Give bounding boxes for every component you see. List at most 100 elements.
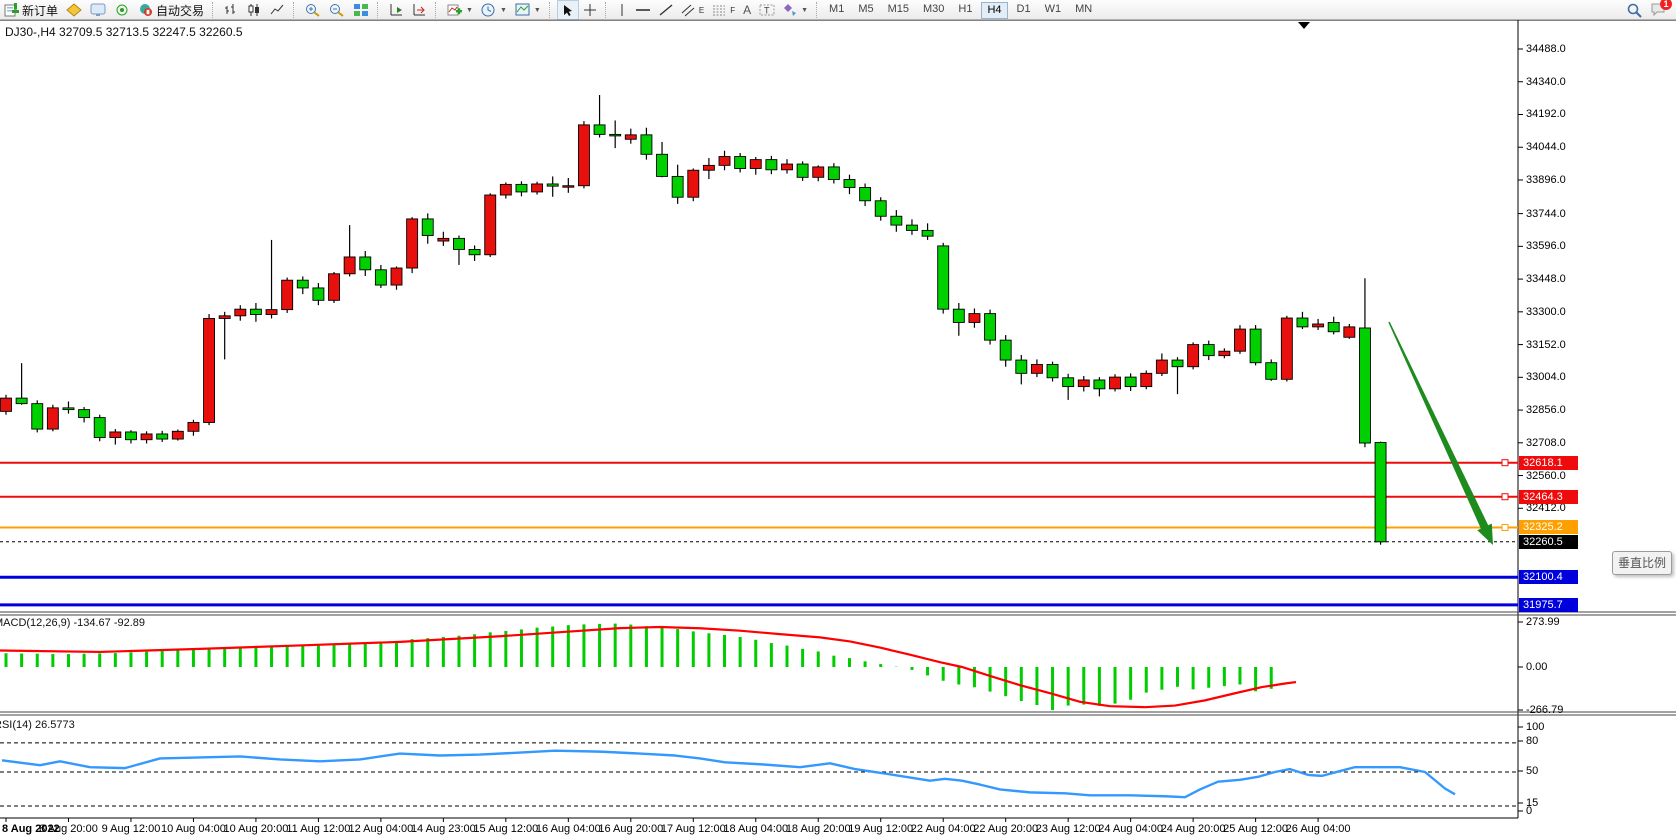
templates-button[interactable]: ▼ (511, 1, 545, 19)
candle-body[interactable] (1218, 350, 1231, 357)
candle-body[interactable] (1202, 344, 1215, 357)
auto-scroll-button[interactable] (385, 1, 408, 19)
candle-body[interactable] (499, 183, 512, 196)
candle-body[interactable] (1155, 359, 1168, 374)
candle-body[interactable] (734, 156, 747, 169)
candle-body[interactable] (1109, 376, 1121, 390)
notifications-button[interactable]: 1 (1650, 0, 1672, 19)
candle-body[interactable] (296, 279, 309, 289)
candle-body[interactable] (78, 409, 91, 419)
chart-shift-button[interactable] (408, 1, 431, 19)
candle-body[interactable] (1077, 379, 1090, 388)
timeframe-button-h4[interactable]: H4 (981, 1, 1008, 19)
candle-body[interactable] (218, 315, 231, 319)
candle-body[interactable] (93, 417, 106, 438)
candle-body[interactable] (671, 175, 684, 198)
search-icon[interactable] (1627, 3, 1642, 18)
vline-tool-button[interactable] (613, 1, 631, 19)
candle-body[interactable] (546, 183, 559, 187)
candle-body[interactable] (1062, 377, 1075, 388)
hline-tool-button[interactable] (631, 1, 655, 19)
candle-body[interactable] (390, 267, 403, 286)
tile-windows-button[interactable] (349, 1, 373, 19)
timeframe-button-m1[interactable]: M1 (829, 2, 845, 15)
candle-body[interactable] (15, 397, 28, 405)
candle-body[interactable] (1140, 372, 1153, 388)
candle-body[interactable] (171, 430, 184, 440)
shapes-tool-button[interactable]: ▼ (779, 1, 812, 19)
candlestick-chart-button[interactable] (243, 1, 266, 19)
timeframe-button-m30[interactable]: M30 (923, 2, 945, 15)
crosshair-tool-button[interactable] (579, 1, 601, 19)
candle-body[interactable] (781, 163, 793, 171)
candle-body[interactable] (593, 124, 606, 135)
level-line-handle[interactable] (1501, 493, 1509, 501)
candle-body[interactable] (984, 313, 997, 341)
candle-body[interactable] (1187, 344, 1200, 368)
candle-body[interactable] (937, 245, 950, 310)
candle-body[interactable] (343, 256, 356, 275)
timeframe-button-m5[interactable]: M5 (858, 2, 874, 15)
candle-body[interactable] (1327, 322, 1340, 333)
candle-body[interactable] (1093, 379, 1106, 390)
candle-body[interactable] (453, 237, 465, 250)
signal-button[interactable] (110, 1, 134, 19)
candle-body[interactable] (687, 169, 700, 198)
level-line-handle[interactable] (1501, 459, 1509, 467)
candle-body[interactable] (656, 153, 668, 177)
label-tool-button[interactable]: T (755, 1, 779, 19)
candle-body[interactable] (952, 308, 965, 323)
candle-body[interactable] (718, 156, 731, 166)
candle-body[interactable] (749, 159, 762, 169)
candle-body[interactable] (874, 200, 887, 217)
candle-body[interactable] (1265, 362, 1278, 380)
fibonacci-tool-button[interactable]: F (708, 1, 739, 19)
candle-body[interactable] (0, 397, 12, 412)
candle-body[interactable] (968, 313, 981, 323)
candle-body[interactable] (31, 403, 44, 430)
market-watch-button[interactable] (86, 1, 110, 19)
candle-body[interactable] (406, 218, 419, 269)
candle-body[interactable] (1358, 327, 1371, 444)
candle-body[interactable] (156, 433, 169, 440)
candle-body[interactable] (702, 164, 715, 171)
candle-body[interactable] (62, 407, 75, 411)
candle-body[interactable] (1280, 317, 1293, 380)
candle-body[interactable] (328, 273, 340, 301)
candle-body[interactable] (1030, 364, 1043, 374)
candle-body[interactable] (812, 166, 825, 178)
candle-body[interactable] (1234, 328, 1246, 352)
periods-button[interactable]: ▼ (477, 1, 511, 19)
candle-body[interactable] (765, 159, 778, 171)
candle-body[interactable] (890, 215, 903, 226)
candle-body[interactable] (531, 183, 544, 193)
candle-body[interactable] (359, 256, 372, 271)
trendline-tool-button[interactable] (655, 1, 677, 19)
candle-body[interactable] (1046, 364, 1059, 379)
candle-body[interactable] (859, 187, 872, 202)
timeframe-button-h1[interactable]: H1 (958, 2, 973, 15)
candle-body[interactable] (843, 179, 856, 188)
channel-tool-button[interactable]: E (677, 1, 708, 19)
candle-body[interactable] (906, 224, 918, 231)
candle-body[interactable] (46, 407, 59, 430)
candle-body[interactable] (437, 237, 450, 242)
candle-body[interactable] (999, 339, 1012, 361)
candle-body[interactable] (1343, 326, 1356, 338)
candle-body[interactable] (609, 133, 622, 137)
indicators-button[interactable]: ▼ (443, 1, 477, 19)
candle-body[interactable] (827, 166, 840, 180)
candle-body[interactable] (577, 124, 590, 187)
candle-body[interactable] (468, 248, 481, 256)
candle-body[interactable] (249, 308, 262, 315)
candle-body[interactable] (125, 431, 137, 441)
candle-body[interactable] (1015, 359, 1028, 374)
candle-body[interactable] (1296, 317, 1309, 328)
timeframe-button-d1[interactable]: D1 (1016, 2, 1031, 15)
candle-body[interactable] (234, 308, 247, 317)
candle-body[interactable] (374, 269, 387, 286)
candle-body[interactable] (187, 422, 200, 432)
candle-body[interactable] (1249, 328, 1262, 364)
candle-body[interactable] (562, 185, 575, 188)
